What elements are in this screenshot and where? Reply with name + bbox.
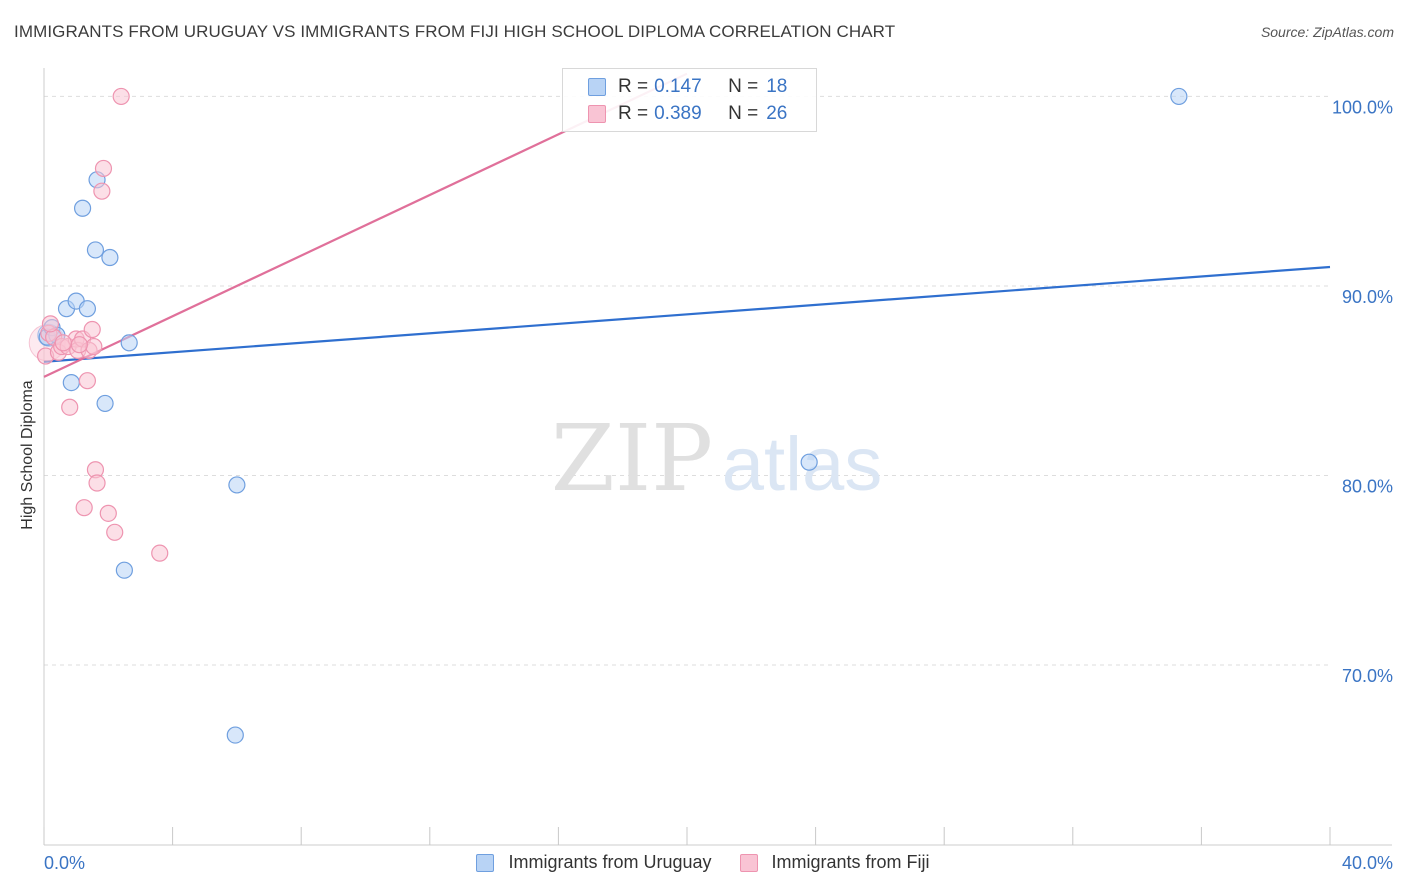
data-points [28,87,1188,744]
x-tick-label: 40.0% [1342,853,1393,873]
y-tick-label: 70.0% [1342,666,1393,686]
data-point-uruguay [800,453,818,471]
data-point-fiji [106,523,124,541]
source-label: Source: ZipAtlas.com [1260,24,1394,40]
data-point-uruguay [120,334,138,352]
data-point-uruguay [96,394,114,413]
data-point-fiji [41,315,60,333]
data-point-fiji [93,182,111,200]
axes [43,68,1392,846]
series-legend-fiji[interactable]: Immigrants from Fiji [739,852,930,873]
data-point-fiji [78,372,97,390]
legend-r-value: 0.389 [654,103,702,124]
legend-n-label: N = [728,76,759,97]
data-point-fiji [151,544,169,562]
y-tick-label: 90.0% [1342,287,1393,307]
data-point-uruguay [228,476,246,494]
trend-line-uruguay [43,265,1331,363]
data-point-fiji [99,504,117,522]
series-swatch-uruguay [476,853,495,872]
data-point-uruguay [62,373,80,392]
data-point-fiji [85,337,103,356]
legend-row-fiji: R = 0.389 N = 26 [588,102,787,126]
data-point-uruguay [86,241,105,259]
legend-r-label: R = [618,103,649,124]
data-point-uruguay [115,561,133,579]
legend-r-value: 0.147 [654,76,702,97]
x-tick-label: 0.0% [44,853,85,873]
data-point-fiji [94,159,113,178]
watermark: ZIP atlas [551,405,882,512]
series-swatch-fiji [739,853,758,872]
legend-swatch-uruguay [588,78,606,96]
grid-lines [44,95,1330,666]
series-label-fiji: Immigrants from Fiji [771,852,930,872]
series-legend: Immigrants from Uruguay Immigrants from … [0,852,1406,873]
series-legend-uruguay[interactable]: Immigrants from Uruguay [476,852,712,873]
data-point-uruguay [101,248,119,267]
data-point-fiji [54,334,72,352]
y-tick-label: 100.0% [1332,97,1393,117]
data-point-uruguay [226,726,244,744]
legend-n-value: 18 [766,76,788,97]
data-point-fiji [83,320,101,339]
data-point-fiji [61,398,79,416]
data-point-uruguay [73,199,92,217]
legend-swatch-fiji [588,105,606,123]
data-point-uruguay [1170,87,1188,106]
legend-row-uruguay: R = 0.147 N = 18 [588,75,787,99]
legend-n-label: N = [728,103,759,124]
data-point-fiji [88,474,106,492]
legend-n-value: 26 [766,103,788,124]
tick-labels: 100.0% 90.0% 80.0% 70.0% 0.0% 40.0% [44,97,1393,873]
stats-legend: R = 0.147 N = 18 R = 0.389 N = 26 [562,68,817,132]
chart-title: IMMIGRANTS FROM URUGUAY VS IMMIGRANTS FR… [14,22,896,41]
data-point-fiji [70,336,88,354]
data-point-fiji [112,87,130,106]
watermark-zip: ZIP [551,405,713,512]
legend-r-label: R = [618,76,649,97]
y-axis-label: High School Diploma [19,380,36,530]
data-point-uruguay [78,300,97,318]
data-point-fiji [75,499,93,517]
y-tick-label: 80.0% [1342,476,1393,496]
series-label-uruguay: Immigrants from Uruguay [508,852,712,872]
